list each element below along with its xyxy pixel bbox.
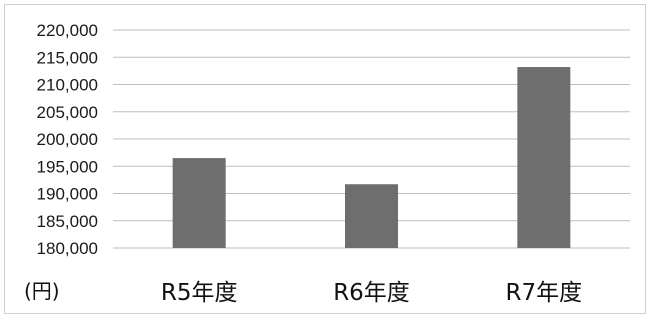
- y-tick-label: 205,000: [37, 103, 98, 122]
- y-tick-label: 190,000: [37, 185, 98, 204]
- x-tick-labels: R5年度 R6年度 R7年度: [161, 280, 582, 306]
- y-tick-label: 220,000: [37, 21, 98, 40]
- y-tick-label: 200,000: [37, 130, 98, 149]
- y-tick-label: 195,000: [37, 157, 98, 176]
- x-tick-label: R7年度: [506, 280, 583, 306]
- x-tick-label: R5年度: [161, 280, 238, 306]
- y-tick-labels: 180,000 185,000 190,000 195,000 200,000 205,0…: [37, 21, 98, 258]
- bar-3: [517, 67, 571, 248]
- bars: [172, 67, 571, 248]
- y-tick-label: 185,000: [37, 212, 98, 231]
- y-tick-label: 210,000: [37, 76, 98, 95]
- y-tick-label: 180,000: [37, 239, 98, 258]
- bar-2: [345, 184, 398, 248]
- x-tick-label: R6年度: [333, 280, 410, 306]
- bar-1: [172, 158, 226, 248]
- y-tick-label: 215,000: [37, 48, 98, 67]
- y-unit-label: (円): [24, 279, 60, 303]
